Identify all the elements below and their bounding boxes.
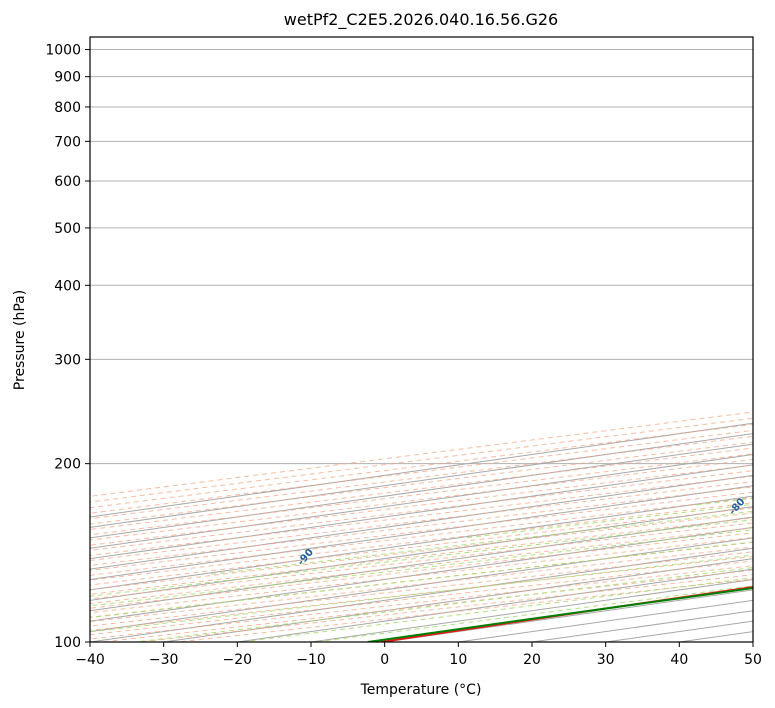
y-tick-label: 300 [54,352,81,368]
x-tick-label: 40 [670,652,688,668]
isotherm-line [90,537,753,633]
y-tick-label: 900 [54,70,81,86]
y-tick-label: 600 [54,174,81,190]
y-tick-label: 1000 [45,43,81,59]
y-tick-label: 800 [54,100,81,116]
x-tick-label: 0 [380,652,389,668]
x-tick-label: 50 [744,652,762,668]
isotherm-line [90,474,753,570]
x-tick-label: 30 [597,652,615,668]
isotherm-line [90,516,753,612]
isotherm-line [752,641,753,642]
isotherm-line [90,495,753,591]
isotherm-line [90,506,753,601]
isotherm-line [90,485,753,581]
plot-background [90,37,753,642]
isotherm-line [90,453,753,549]
y-tick-label: 500 [54,221,81,237]
x-tick-label: −10 [296,652,326,668]
isotherm-line [90,464,753,560]
x-axis-title: Temperature (°C) [360,682,482,698]
x-tick-label: −20 [223,652,253,668]
x-tick-label: −40 [75,652,105,668]
background-lines [90,49,753,642]
y-tick-label: 100 [54,635,81,651]
chart-title: wetPf2_C2E5.2026.040.16.56.G26 [284,10,558,30]
y-axis-title: Pressure (hPa) [12,290,28,390]
y-tick-label: 400 [54,278,81,294]
x-tick-label: −30 [149,652,179,668]
plot-frame [89,36,754,643]
x-tick-label: 20 [523,652,541,668]
y-tick-label: 200 [54,457,81,473]
y-tick-label: 700 [54,134,81,150]
y-axis-ticks: 1000 900 800 700 600 500 400 300 200 100 [45,43,90,651]
x-axis-ticks: −40 −30 −20 −10 0 10 20 30 40 50 [75,642,762,668]
x-tick-label: 10 [449,652,467,668]
